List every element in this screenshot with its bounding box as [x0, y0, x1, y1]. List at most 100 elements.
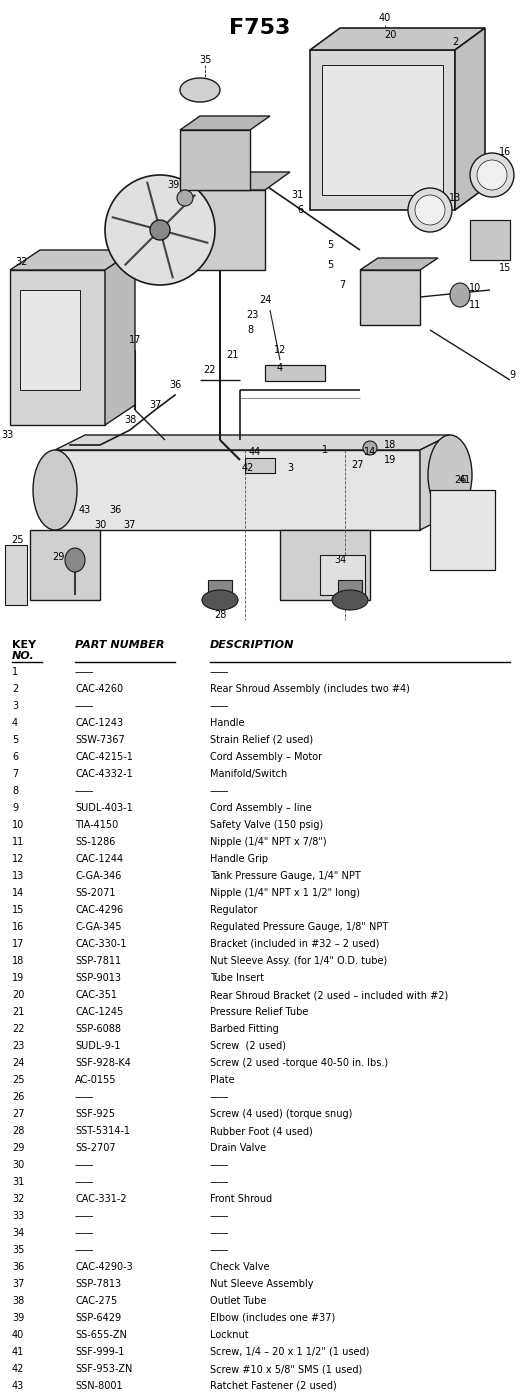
Ellipse shape [150, 221, 170, 240]
Ellipse shape [33, 450, 77, 530]
Text: ——: —— [75, 1245, 95, 1255]
Text: 13: 13 [449, 193, 461, 202]
Text: 37: 37 [124, 519, 136, 530]
Text: 30: 30 [12, 1160, 24, 1170]
Text: 35: 35 [12, 1245, 24, 1255]
Text: 4: 4 [12, 718, 18, 727]
Text: CAC-4332-1: CAC-4332-1 [75, 769, 133, 779]
Text: 38: 38 [124, 415, 136, 424]
Text: SUDL-403-1: SUDL-403-1 [75, 803, 133, 812]
Text: Front Shroud: Front Shroud [210, 1194, 272, 1203]
Text: SST-5314-1: SST-5314-1 [75, 1127, 130, 1136]
Text: CAC-4215-1: CAC-4215-1 [75, 752, 133, 762]
Text: ——: —— [210, 667, 229, 677]
Text: SSP-6088: SSP-6088 [75, 1025, 121, 1034]
Polygon shape [360, 258, 438, 269]
Text: 17: 17 [129, 335, 141, 345]
Ellipse shape [177, 190, 193, 207]
Text: CAC-1243: CAC-1243 [75, 718, 123, 727]
Text: 36: 36 [109, 505, 121, 515]
Text: 20: 20 [384, 29, 396, 40]
Text: 3: 3 [287, 463, 293, 473]
Text: 3: 3 [12, 701, 18, 711]
Text: Drain Valve: Drain Valve [210, 1143, 266, 1153]
Text: 18: 18 [12, 956, 24, 966]
Text: SSP-9013: SSP-9013 [75, 973, 121, 983]
Text: ——: —— [75, 1228, 95, 1238]
Text: Strain Relief (2 used): Strain Relief (2 used) [210, 736, 313, 745]
Text: 20: 20 [12, 990, 24, 1000]
Text: 5: 5 [327, 240, 333, 250]
Ellipse shape [105, 174, 215, 285]
Text: 19: 19 [12, 973, 24, 983]
Text: SSN-8001: SSN-8001 [75, 1381, 123, 1390]
Text: PART NUMBER: PART NUMBER [75, 639, 164, 651]
Text: CAC-4260: CAC-4260 [75, 684, 123, 694]
Text: 32: 32 [12, 1194, 24, 1203]
Ellipse shape [363, 441, 377, 455]
Text: 43: 43 [12, 1381, 24, 1390]
Text: 2: 2 [452, 38, 458, 47]
Polygon shape [420, 436, 450, 530]
Text: 27: 27 [12, 1108, 24, 1120]
Ellipse shape [332, 591, 368, 610]
Bar [10, 269, 105, 424]
Ellipse shape [180, 78, 220, 102]
Text: 19: 19 [384, 455, 396, 465]
Text: 27: 27 [352, 461, 364, 470]
Text: CAC-331-2: CAC-331-2 [75, 1194, 127, 1203]
Text: Screw (2 used -torque 40-50 in. lbs.): Screw (2 used -torque 40-50 in. lbs.) [210, 1058, 388, 1068]
Text: 25: 25 [12, 535, 24, 544]
Text: Screw, 1/4 – 20 x 1 1/2" (1 used): Screw, 1/4 – 20 x 1 1/2" (1 used) [210, 1347, 369, 1357]
Text: AC-0155: AC-0155 [75, 1075, 116, 1085]
Bar [310, 50, 455, 209]
Text: TIA-4150: TIA-4150 [75, 819, 118, 831]
Text: F753: F753 [229, 18, 291, 38]
Bar [208, 579, 232, 600]
Text: ——: —— [210, 1092, 229, 1101]
Text: 5: 5 [12, 736, 18, 745]
Text: 26: 26 [12, 1092, 24, 1101]
Text: 11: 11 [469, 300, 481, 310]
Text: Locknut: Locknut [210, 1330, 249, 1340]
Text: 40: 40 [379, 13, 391, 22]
Text: 14: 14 [364, 447, 376, 456]
Text: 5: 5 [327, 260, 333, 269]
Text: 16: 16 [499, 147, 511, 156]
Text: CAC-4296: CAC-4296 [75, 905, 123, 914]
Text: SS-2071: SS-2071 [75, 888, 115, 898]
Text: 18: 18 [384, 440, 396, 450]
Text: ——: —— [210, 1160, 229, 1170]
Text: 24: 24 [12, 1058, 24, 1068]
Bar [245, 458, 275, 473]
Text: 24: 24 [259, 295, 271, 304]
Text: 9: 9 [12, 803, 18, 812]
Text: SSP-6429: SSP-6429 [75, 1314, 121, 1323]
Text: 41: 41 [459, 475, 471, 484]
Text: 22: 22 [204, 364, 216, 376]
Bar [5, 544, 27, 604]
Polygon shape [55, 450, 420, 530]
Text: 15: 15 [499, 262, 511, 274]
Polygon shape [280, 530, 370, 600]
Text: 43: 43 [79, 505, 91, 515]
Text: Ratchet Fastener (2 used): Ratchet Fastener (2 used) [210, 1381, 337, 1390]
Text: 42: 42 [242, 463, 254, 473]
Ellipse shape [202, 591, 238, 610]
Ellipse shape [415, 195, 445, 225]
Text: 4: 4 [277, 363, 283, 373]
Text: SSF-925: SSF-925 [75, 1108, 115, 1120]
Text: 11: 11 [12, 838, 24, 847]
Text: Rubber Foot (4 used): Rubber Foot (4 used) [210, 1127, 313, 1136]
Polygon shape [455, 28, 485, 209]
Text: ——: —— [75, 667, 95, 677]
Text: DESCRIPTION: DESCRIPTION [210, 639, 294, 651]
Text: 33: 33 [12, 1210, 24, 1222]
Text: 32: 32 [16, 257, 28, 267]
Text: 7: 7 [12, 769, 18, 779]
Text: ——: —— [75, 786, 95, 796]
Ellipse shape [450, 283, 470, 307]
Text: 41: 41 [12, 1347, 24, 1357]
Text: 12: 12 [274, 345, 286, 355]
Text: SSP-7813: SSP-7813 [75, 1279, 121, 1289]
